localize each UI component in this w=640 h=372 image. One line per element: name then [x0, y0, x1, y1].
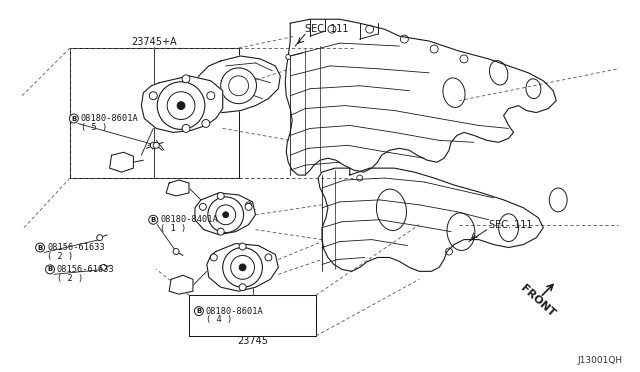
Circle shape	[69, 114, 78, 123]
Text: B: B	[38, 244, 43, 250]
Text: ( 4 ): ( 4 )	[206, 315, 232, 324]
Polygon shape	[166, 180, 189, 196]
Polygon shape	[109, 152, 133, 172]
Circle shape	[208, 197, 244, 232]
Text: SEC. 111: SEC. 111	[489, 220, 532, 230]
Polygon shape	[141, 76, 223, 132]
Text: 08180-8601A: 08180-8601A	[206, 307, 264, 315]
Circle shape	[239, 284, 246, 291]
Circle shape	[150, 142, 156, 148]
Text: J13001QH: J13001QH	[577, 356, 623, 365]
Circle shape	[153, 142, 159, 148]
Circle shape	[239, 264, 246, 271]
Polygon shape	[195, 193, 255, 235]
Circle shape	[149, 92, 157, 100]
Circle shape	[177, 102, 185, 110]
Circle shape	[182, 75, 190, 83]
Circle shape	[45, 265, 54, 274]
Text: FRONT: FRONT	[518, 283, 557, 319]
Circle shape	[223, 212, 228, 218]
Circle shape	[173, 248, 179, 254]
Text: ( 2 ): ( 2 )	[57, 274, 83, 283]
Text: B: B	[71, 116, 76, 122]
Polygon shape	[207, 244, 278, 291]
Polygon shape	[196, 56, 280, 113]
Circle shape	[148, 215, 157, 224]
Text: ( 1 ): ( 1 )	[160, 224, 186, 233]
Circle shape	[97, 235, 102, 241]
Text: B: B	[150, 217, 156, 223]
Circle shape	[285, 54, 291, 60]
Text: B: B	[47, 266, 52, 272]
Circle shape	[200, 203, 206, 210]
Text: SEC. 111: SEC. 111	[305, 24, 349, 34]
Text: B: B	[196, 308, 202, 314]
Circle shape	[221, 68, 257, 104]
Polygon shape	[169, 275, 193, 294]
Text: 08180-8401A: 08180-8401A	[160, 215, 218, 224]
Text: 23745: 23745	[237, 336, 268, 346]
Circle shape	[265, 254, 272, 261]
Circle shape	[239, 243, 246, 250]
Circle shape	[246, 202, 252, 208]
Text: 08156-61633: 08156-61633	[47, 243, 105, 252]
Circle shape	[157, 82, 205, 129]
Circle shape	[207, 92, 215, 100]
Circle shape	[245, 203, 252, 210]
Circle shape	[100, 264, 107, 270]
Circle shape	[223, 247, 262, 287]
Circle shape	[36, 243, 45, 252]
Text: ( 5 ): ( 5 )	[81, 123, 107, 132]
Text: 08156-61633: 08156-61633	[57, 265, 115, 274]
Circle shape	[217, 228, 224, 235]
Circle shape	[211, 254, 217, 261]
Text: 23745+A: 23745+A	[131, 37, 177, 47]
Circle shape	[195, 307, 204, 315]
Circle shape	[217, 192, 224, 199]
Circle shape	[182, 125, 190, 132]
Circle shape	[202, 119, 210, 128]
Text: 08180-8601A: 08180-8601A	[81, 114, 138, 123]
Text: ( 2 ): ( 2 )	[47, 252, 74, 261]
